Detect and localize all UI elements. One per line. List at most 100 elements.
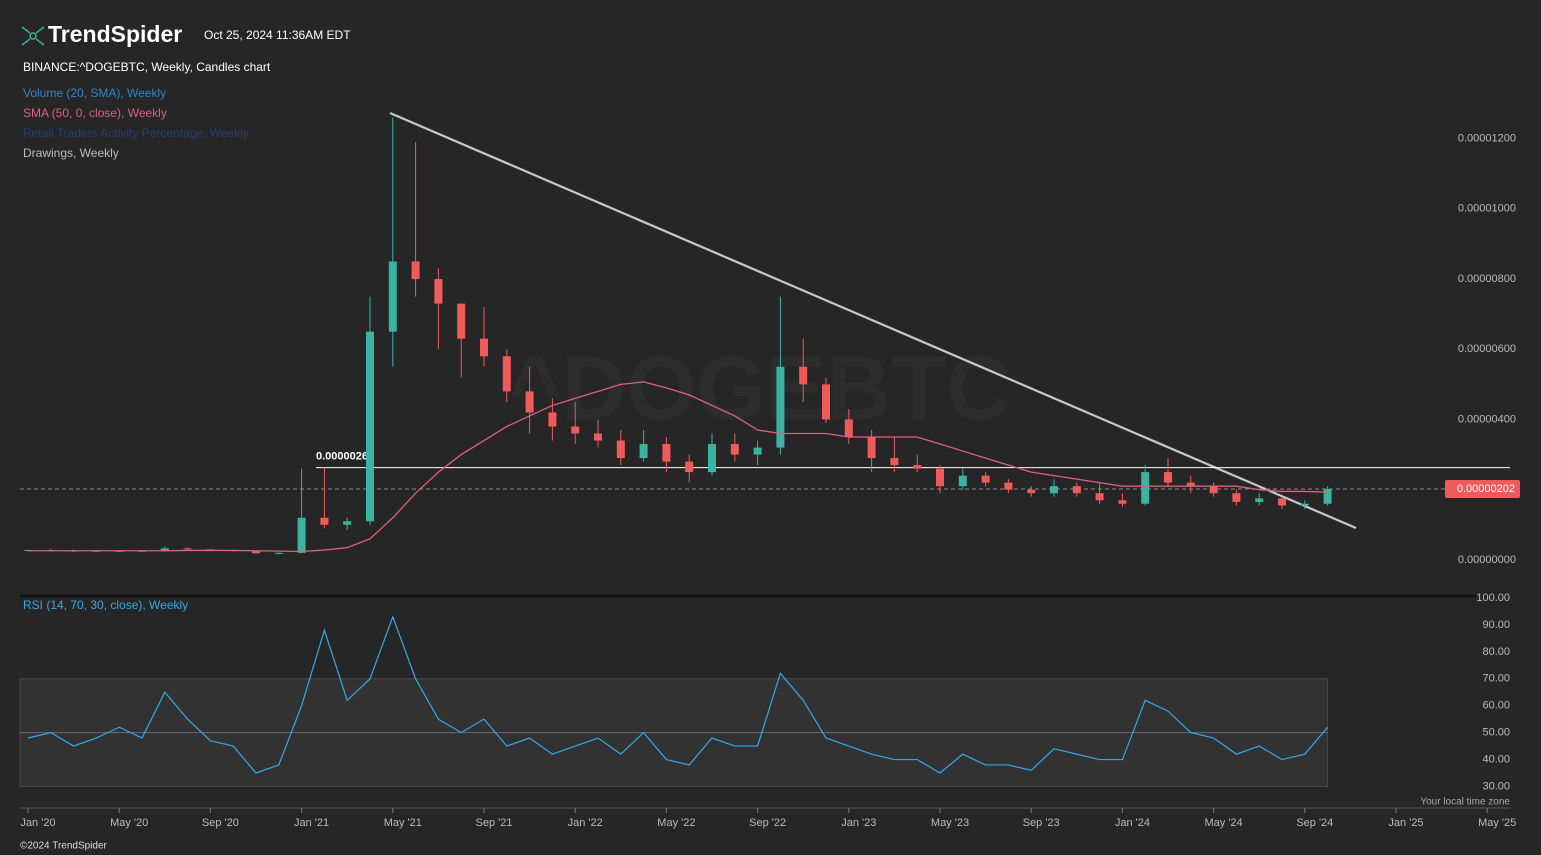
candle-body (981, 475, 990, 483)
candle-body (1232, 493, 1241, 502)
y-tick-label: 0.00000800 (1458, 273, 1516, 285)
candle-body (1323, 488, 1332, 504)
candle-body (867, 437, 876, 459)
candle-body (411, 261, 420, 280)
candle-body (1209, 486, 1218, 494)
candle-body (571, 426, 580, 434)
candle-body (1164, 472, 1172, 483)
rsi-line (27, 615, 1329, 774)
y-tick-label: 0.00000600 (1458, 343, 1516, 355)
timestamp: Oct 25, 2024 11:36AM EDT (204, 28, 351, 42)
legend-entry: SMA (50, 0, close), Weekly (23, 106, 167, 120)
candle-body (730, 444, 739, 455)
candle-body (594, 433, 602, 441)
last-price-label: 0.00000202 (1457, 483, 1515, 495)
x-tick-label: Sep '22 (749, 817, 786, 829)
x-tick-label: Sep '21 (476, 817, 513, 829)
candle-body (1141, 472, 1150, 504)
candle-body (616, 440, 625, 459)
candle-body (662, 444, 671, 462)
watermark: ^DOGEBTC (509, 339, 1012, 439)
x-tick-label: May '25 (1478, 817, 1516, 829)
candle-body (1300, 503, 1309, 506)
legend-entry: Volume (20, SMA), Weekly (23, 86, 166, 100)
rsi-legend: RSI (14, 70, 30, close), Weekly (23, 598, 188, 612)
candle-body (1278, 498, 1286, 506)
candle-body (958, 475, 967, 487)
sma-line (28, 381, 1328, 553)
rsi-tick-label: 90.00 (1482, 619, 1510, 631)
candle-body (320, 517, 329, 525)
x-tick-label: Sep '24 (1296, 817, 1333, 829)
candle-body (160, 548, 169, 552)
y-tick-label: 0.00000400 (1458, 413, 1516, 425)
x-tick-label: Jan '24 (1115, 817, 1150, 829)
y-tick-label: 0.00000000 (1458, 554, 1516, 566)
x-tick-label: May '20 (110, 817, 148, 829)
candle-body (252, 551, 260, 554)
rsi-tick-label: 40.00 (1482, 753, 1510, 765)
y-tick-label: 0.00001200 (1458, 133, 1516, 145)
brand: TrendSpider (48, 21, 182, 47)
candle-body (1095, 493, 1104, 501)
candle-body (913, 465, 922, 469)
candle-body (1186, 482, 1195, 487)
candle-body (548, 412, 557, 427)
candle-body (1027, 489, 1036, 494)
x-tick-label: Jan '25 (1388, 817, 1423, 829)
candle-body (799, 366, 808, 385)
rsi-tick-label: 60.00 (1482, 700, 1510, 712)
candle-body (297, 517, 306, 553)
candle-body (1004, 482, 1013, 490)
candle-body (1118, 500, 1127, 504)
candle-body (936, 468, 944, 487)
timezone-note: Your local time zone (1420, 797, 1510, 808)
candle-body (480, 338, 488, 357)
x-tick-label: May '23 (931, 817, 969, 829)
rsi-tick-label: 30.00 (1482, 780, 1510, 792)
candle-body (1072, 486, 1081, 494)
candle-body (890, 458, 899, 466)
candle-body (434, 279, 443, 304)
x-tick-label: Sep '20 (202, 817, 239, 829)
candle-body (457, 303, 466, 339)
candle-body (366, 331, 374, 522)
last-price-box (1445, 479, 1520, 498)
logo (21, 26, 45, 46)
trendline (389, 111, 1357, 530)
x-tick-label: May '24 (1205, 817, 1243, 829)
legend-entry: Drawings, Weekly (23, 146, 119, 160)
candle-body (1255, 498, 1264, 502)
candle-body (388, 261, 397, 332)
candle-body (685, 461, 694, 473)
candle-body (708, 444, 716, 473)
x-tick-label: Jan '20 (20, 817, 55, 829)
x-tick-label: May '21 (384, 817, 422, 829)
x-tick-label: Jan '21 (294, 817, 329, 829)
rsi-tick-label: 80.00 (1482, 646, 1510, 658)
candle-body (844, 419, 853, 438)
x-tick-label: Sep '23 (1023, 817, 1060, 829)
candle-body (1050, 486, 1058, 494)
candle-body (274, 552, 283, 554)
candle-body (776, 366, 785, 448)
candle-body (502, 356, 511, 392)
candle-body (525, 391, 534, 413)
rsi-tick-label: 70.00 (1482, 673, 1510, 685)
y-tick-label: 0.00001000 (1458, 203, 1516, 215)
candle-body (822, 384, 830, 420)
symbol: BINANCE:^DOGEBTC, Weekly, Candles chart (23, 60, 271, 74)
candle-body (343, 521, 352, 525)
legend-entry: Retail Traders Activity Percentage, Week… (23, 126, 249, 140)
candle-body (753, 447, 762, 455)
candle-body (639, 444, 648, 459)
level-label: 0.00000263 (316, 450, 374, 462)
rsi-tick-label: 50.00 (1482, 727, 1510, 739)
x-tick-label: May '22 (657, 817, 695, 829)
candle-body (183, 548, 192, 550)
copyright: ©2024 TrendSpider (20, 841, 108, 852)
x-tick-label: Jan '22 (568, 817, 603, 829)
x-tick-label: Jan '23 (841, 817, 876, 829)
